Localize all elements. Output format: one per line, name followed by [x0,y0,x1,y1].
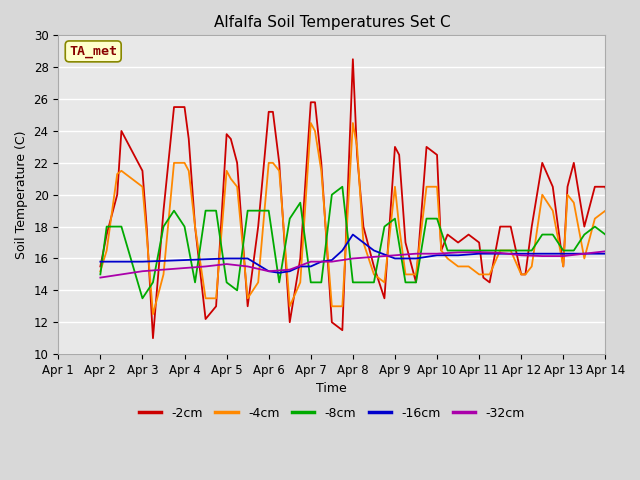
-2cm [349,56,356,62]
-2cm [433,152,441,158]
-32cm [180,265,188,271]
-16cm [286,268,294,274]
-8cm [623,248,630,253]
-32cm [244,264,252,269]
-32cm [202,264,209,269]
-32cm [497,250,504,256]
-32cm [602,249,609,254]
-4cm [433,184,441,190]
-4cm [370,272,378,277]
Title: Alfalfa Soil Temperatures Set C: Alfalfa Soil Temperatures Set C [214,15,450,30]
Legend: -2cm, -4cm, -8cm, -16cm, -32cm: -2cm, -4cm, -8cm, -16cm, -32cm [134,402,530,425]
Line: -8cm: -8cm [100,187,627,298]
-32cm [370,254,378,260]
-2cm [149,336,157,341]
-32cm [538,253,546,259]
-8cm [275,279,283,285]
-16cm [349,232,356,238]
-32cm [623,248,630,253]
-16cm [517,251,525,257]
-16cm [317,259,325,264]
-32cm [391,252,399,258]
-4cm [307,120,315,126]
-16cm [139,259,147,264]
-32cm [454,250,462,255]
-16cm [559,251,567,257]
-32cm [97,275,104,280]
-32cm [223,261,230,267]
-32cm [139,268,147,274]
-16cm [433,252,441,258]
-32cm [286,267,294,273]
-8cm [223,279,230,285]
-32cm [559,253,567,259]
-8cm [497,248,504,253]
-16cm [223,255,230,261]
-2cm [97,264,104,269]
-2cm [370,264,378,269]
-16cm [497,251,504,257]
-4cm [149,312,157,317]
-2cm [564,184,572,190]
-16cm [307,264,315,269]
Y-axis label: Soil Temperature (C): Soil Temperature (C) [15,131,28,259]
Line: -4cm: -4cm [100,123,627,314]
-2cm [143,224,150,229]
-32cm [476,249,483,255]
-16cm [476,251,483,257]
-32cm [517,252,525,258]
-4cm [244,295,252,301]
-8cm [339,184,346,190]
-16cm [370,248,378,253]
-16cm [296,264,304,269]
-16cm [328,257,335,263]
-16cm [580,251,588,257]
-16cm [97,259,104,264]
-32cm [265,268,273,274]
-16cm [180,257,188,263]
-32cm [412,251,420,257]
-16cm [602,251,609,257]
-16cm [454,252,462,258]
-16cm [538,251,546,257]
Line: -16cm: -16cm [100,235,627,273]
-4cm [97,268,104,274]
-32cm [307,259,315,264]
-32cm [159,267,167,273]
-8cm [612,248,620,253]
-32cm [349,255,356,261]
-32cm [433,251,441,257]
-16cm [244,255,252,261]
-16cm [360,240,367,245]
-16cm [339,248,346,253]
-16cm [275,270,283,276]
-4cm [143,232,150,238]
Line: -32cm: -32cm [100,251,627,277]
-2cm [623,295,630,301]
-8cm [97,272,104,277]
-16cm [159,258,167,264]
-8cm [265,208,273,214]
-4cm [212,295,220,301]
-16cm [202,256,209,262]
-2cm [212,303,220,309]
-16cm [265,268,273,274]
-32cm [118,272,125,277]
X-axis label: Time: Time [316,383,348,396]
-16cm [412,255,420,261]
-2cm [244,303,252,309]
-32cm [580,251,588,257]
-32cm [328,259,335,264]
-16cm [118,259,125,264]
-8cm [465,248,472,253]
-16cm [391,255,399,261]
Text: TA_met: TA_met [69,45,117,58]
-16cm [623,251,630,257]
-4cm [623,279,630,285]
Line: -2cm: -2cm [100,59,627,338]
-8cm [139,295,147,301]
-4cm [564,192,572,198]
